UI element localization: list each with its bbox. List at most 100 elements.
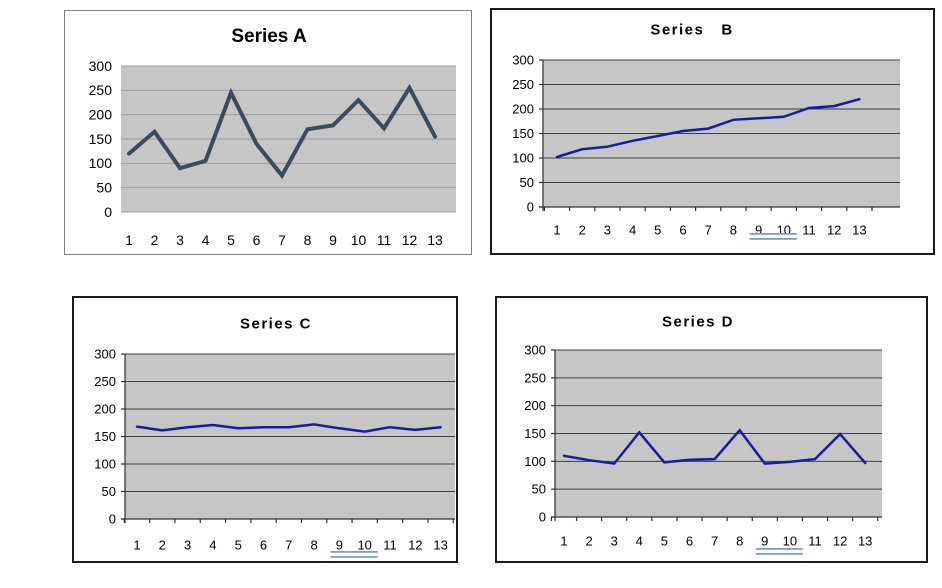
x-tick-label: 7 <box>278 232 286 248</box>
y-tick-label: 100 <box>512 150 534 165</box>
x-tick-label: 12 <box>827 222 841 237</box>
x-tick-label: 10 <box>783 533 797 548</box>
x-tick-label: 8 <box>304 232 312 248</box>
series-line <box>127 83 437 180</box>
x-tick-label: 5 <box>654 222 661 237</box>
x-tick-label: 11 <box>383 537 397 552</box>
y-tick-label: 300 <box>94 346 116 361</box>
x-tick-label: 8 <box>310 537 317 552</box>
y-tick-label: 200 <box>512 101 534 116</box>
x-tick-label: 11 <box>377 232 392 248</box>
chart-title-series-d: Series D <box>661 313 735 331</box>
x-tick-label: 12 <box>408 537 422 552</box>
x-tick-label: 3 <box>611 533 618 548</box>
x-tick-label: 10 <box>777 222 791 237</box>
x-tick-label: 11 <box>802 222 816 237</box>
chart-panel-series-b: Series B 0 50 100 150 200 250 300 1 2 3 4 5 6 7 8 9 10 11… <box>490 8 935 255</box>
chart-panel-series-d: Series D 0 50 100 150 200 250 300 1 2 3 4 5 6 7 8 9 10 11… <box>495 296 928 563</box>
x-tick-label: 13 <box>427 232 443 248</box>
y-tick-label: 150 <box>94 429 116 444</box>
chart-panel-series-c: Series C 0 50 100 150 200 250 300 1 2 3 4 5 6 7 8 9 10 11… <box>72 296 458 563</box>
y-tick-label: 250 <box>524 370 546 385</box>
x-tick-label: 12 <box>402 232 418 248</box>
y-tick-label: 50 <box>532 482 546 497</box>
y-tick-label: 250 <box>512 77 534 92</box>
chart-title-series-b: Series B <box>650 21 734 39</box>
x-tick-label: 6 <box>253 232 261 248</box>
y-tick-label: 100 <box>89 155 113 171</box>
y-tick-label: 150 <box>89 131 113 147</box>
x-tick-label: 6 <box>686 533 693 548</box>
series-line <box>555 97 861 159</box>
y-tick-label: 100 <box>94 456 116 471</box>
series-line <box>135 423 442 433</box>
chart-panel-series-a: Series A 0 50 100 150 200 250 300 1 2 3 4 5 6 7 8 9 10 11… <box>64 10 472 255</box>
y-tick-label: 300 <box>524 342 546 357</box>
double-underline-9-10-line1 <box>749 233 797 235</box>
x-tick-label: 1 <box>133 537 140 552</box>
double-underline-9-10-line1 <box>330 551 378 553</box>
double-underline-9-10-line1 <box>755 548 803 550</box>
x-tick-label: 8 <box>736 533 743 548</box>
x-tick-label: 1 <box>553 222 560 237</box>
x-tick-label: 6 <box>260 537 267 552</box>
chart-title-series-c: Series C <box>239 315 313 333</box>
x-tick-label: 13 <box>433 537 447 552</box>
x-tick-label: 5 <box>227 232 235 248</box>
y-tick-label: 100 <box>524 454 546 469</box>
x-tick-label: 2 <box>159 537 166 552</box>
y-tick-label: 50 <box>96 179 112 195</box>
x-tick-label: 7 <box>705 222 712 237</box>
y-tick-label: 200 <box>94 401 116 416</box>
x-tick-label: 4 <box>202 232 210 248</box>
x-tick-label: 9 <box>761 533 768 548</box>
x-tick-label: 7 <box>711 533 718 548</box>
x-tick-label: 5 <box>661 533 668 548</box>
x-tick-label: 3 <box>604 222 611 237</box>
x-tick-label: 13 <box>852 222 866 237</box>
x-tick-label: 3 <box>176 232 184 248</box>
x-tick-label: 2 <box>585 533 592 548</box>
x-tick-label: 2 <box>151 232 159 248</box>
y-tick-label: 200 <box>524 398 546 413</box>
x-tick-label: 12 <box>833 533 847 548</box>
x-tick-label: 9 <box>336 537 343 552</box>
x-tick-label: 13 <box>858 533 872 548</box>
y-tick-label: 250 <box>94 374 116 389</box>
x-tick-label: 4 <box>629 222 636 237</box>
y-tick-label: 50 <box>102 484 116 499</box>
y-tick-label: 150 <box>512 126 534 141</box>
x-tick-label: 10 <box>357 537 371 552</box>
y-tick-label: 300 <box>512 52 534 67</box>
x-tick-label: 5 <box>235 537 242 552</box>
y-tick-label: 150 <box>524 426 546 441</box>
x-tick-label: 7 <box>285 537 292 552</box>
y-tick-label: 250 <box>89 82 113 98</box>
double-underline-9-10-line2 <box>330 556 378 558</box>
series-line <box>562 428 867 465</box>
x-tick-label: 1 <box>560 533 567 548</box>
y-tick-label: 200 <box>89 106 113 122</box>
x-tick-label: 1 <box>125 232 133 248</box>
x-tick-label: 9 <box>329 232 337 248</box>
y-tick-label: 0 <box>527 199 534 214</box>
x-tick-label: 4 <box>636 533 643 548</box>
x-tick-label: 6 <box>679 222 686 237</box>
double-underline-9-10-line2 <box>755 553 803 555</box>
x-tick-label: 9 <box>755 222 762 237</box>
y-tick-label: 50 <box>520 175 534 190</box>
x-tick-label: 10 <box>351 232 367 248</box>
x-tick-label: 4 <box>209 537 216 552</box>
x-tick-label: 8 <box>730 222 737 237</box>
y-tick-label: 0 <box>109 511 116 526</box>
x-tick-label: 3 <box>184 537 191 552</box>
double-underline-9-10-line2 <box>749 238 797 240</box>
y-tick-label: 0 <box>104 204 112 220</box>
x-tick-label: 2 <box>579 222 586 237</box>
y-tick-label: 0 <box>539 509 546 524</box>
